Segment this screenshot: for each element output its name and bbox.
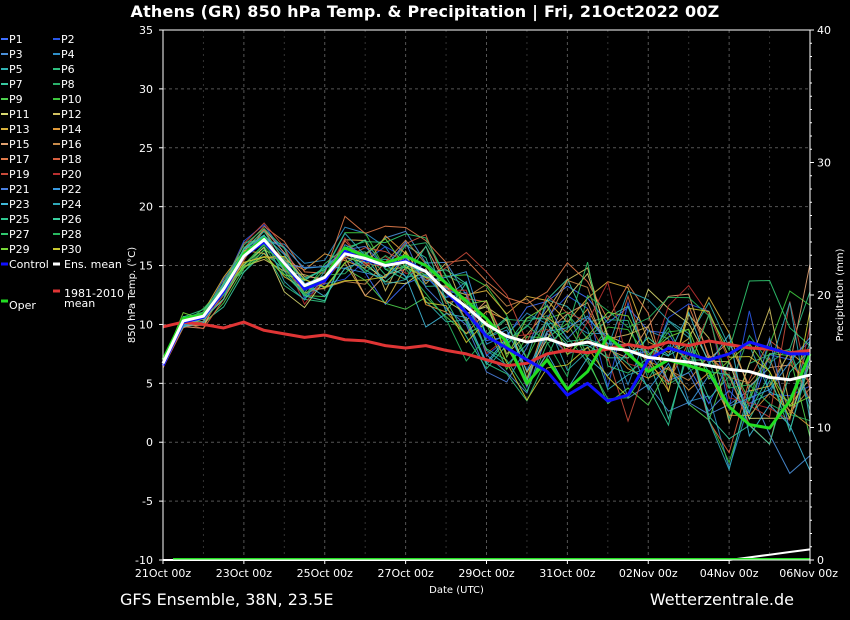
legend-label-p11: P11 <box>9 108 30 121</box>
y-tick-label: 35 <box>139 24 153 37</box>
series-line-ens-mean <box>161 238 811 382</box>
legend-label-p19: P19 <box>9 168 30 181</box>
x-axis-label: Date (UTC) <box>429 585 484 596</box>
legend-label-p22: P22 <box>61 183 82 196</box>
legend-label-p4: P4 <box>61 48 75 61</box>
legend-label-p20: P20 <box>61 168 82 181</box>
y2-tick-label: 40 <box>817 24 831 37</box>
y-tick-label: 20 <box>139 201 153 214</box>
y2-tick-label: 30 <box>817 157 831 170</box>
legend-label-p18: P18 <box>61 153 82 166</box>
legend-label-p10: P10 <box>61 93 82 106</box>
legend-label-p9: P9 <box>9 93 23 106</box>
x-tick-label: 06Nov 00z <box>779 567 838 580</box>
legend-label-climate-2: mean <box>64 297 95 310</box>
member-line-p2 <box>162 224 811 409</box>
legend-label-p24: P24 <box>61 198 82 211</box>
y2-tick-label: 20 <box>817 289 831 302</box>
x-tick-label: 29Oct 00z <box>458 567 515 580</box>
y-tick-label: 10 <box>139 318 153 331</box>
y-tick-label: 5 <box>146 377 153 390</box>
member-line-p21 <box>162 234 811 432</box>
member-line-p19 <box>162 222 811 423</box>
legend-label-p29: P29 <box>9 243 30 256</box>
legend-label-p26: P26 <box>61 213 82 226</box>
legend-label-climate-1: 1981-2010 <box>64 287 124 300</box>
page-title: Athens (GR) 850 hPa Temp. & Precipitatio… <box>130 2 720 21</box>
y-tick-label: 30 <box>139 83 153 96</box>
legend-label-p27: P27 <box>9 228 30 241</box>
x-tick-label: 27Oct 00z <box>377 567 434 580</box>
x-tick-label: 25Oct 00z <box>297 567 354 580</box>
legend-label-p12: P12 <box>61 108 82 121</box>
series-line-1981-2010-mean <box>162 320 811 368</box>
x-tick-label: 21Oct 00z <box>135 567 192 580</box>
y-tick-label: 15 <box>139 260 153 273</box>
legend-label-p16: P16 <box>61 138 82 151</box>
legend-label-p30: P30 <box>61 243 82 256</box>
legend-label-p5: P5 <box>9 63 23 76</box>
legend-label-p7: P7 <box>9 78 23 91</box>
member-line-p13 <box>162 249 811 392</box>
x-tick-label: 04Nov 00z <box>700 567 759 580</box>
source-credit: Wetterzentrale.de <box>649 590 794 609</box>
legend-label-p28: P28 <box>61 228 82 241</box>
y-tick-label: 25 <box>139 142 153 155</box>
legend-label-p14: P14 <box>61 123 82 136</box>
member-line-p30 <box>162 251 811 421</box>
legend-label-p13: P13 <box>9 123 30 136</box>
axes: 35 30 25 20 15 10 5 0 -5 -10 850 hPa Temp. (°C) 40 3… <box>127 24 846 596</box>
legend: P1 P2 P3 P4 P5 P6 P7 P8 P9 P10 P11 P12 P13 P14 P15 P16 P… <box>1 33 124 312</box>
y2-tick-label: 0 <box>817 554 824 567</box>
x-tick-label: 23Oct 00z <box>216 567 273 580</box>
member-line-p23 <box>162 234 811 471</box>
member-line-p27 <box>162 227 811 393</box>
ensemble-members <box>162 215 811 475</box>
chart-grid <box>163 30 810 560</box>
model-info: GFS Ensemble, 38N, 23.5E <box>120 590 334 609</box>
legend-label-ens-mean: Ens. mean <box>64 258 122 271</box>
legend-label-p25: P25 <box>9 213 30 226</box>
legend-label-p6: P6 <box>61 63 75 76</box>
legend-label-p15: P15 <box>9 138 30 151</box>
legend-label-p23: P23 <box>9 198 30 211</box>
x-tick-label: 31Oct 00z <box>539 567 596 580</box>
y-tick-label: -10 <box>135 554 153 567</box>
legend-label-p1: P1 <box>9 33 23 46</box>
legend-label-p17: P17 <box>9 153 30 166</box>
x-tick-label: 02Nov 00z <box>619 567 678 580</box>
legend-label-p2: P2 <box>61 33 75 46</box>
member-line-p14 <box>162 235 811 427</box>
y-tick-label: -5 <box>142 495 153 508</box>
legend-label-p8: P8 <box>61 78 75 91</box>
legend-label-oper: Oper <box>9 299 36 312</box>
legend-label-control: Control <box>9 258 49 271</box>
legend-label-p21: P21 <box>9 183 30 196</box>
legend-label-p3: P3 <box>9 48 23 61</box>
y-tick-label: 0 <box>146 436 153 449</box>
y-axis-label: 850 hPa Temp. (°C) <box>127 247 138 343</box>
member-line-p29 <box>162 237 811 408</box>
y2-tick-label: 10 <box>817 422 831 435</box>
y2-axis-label: Precipitation (mm) <box>835 248 846 341</box>
